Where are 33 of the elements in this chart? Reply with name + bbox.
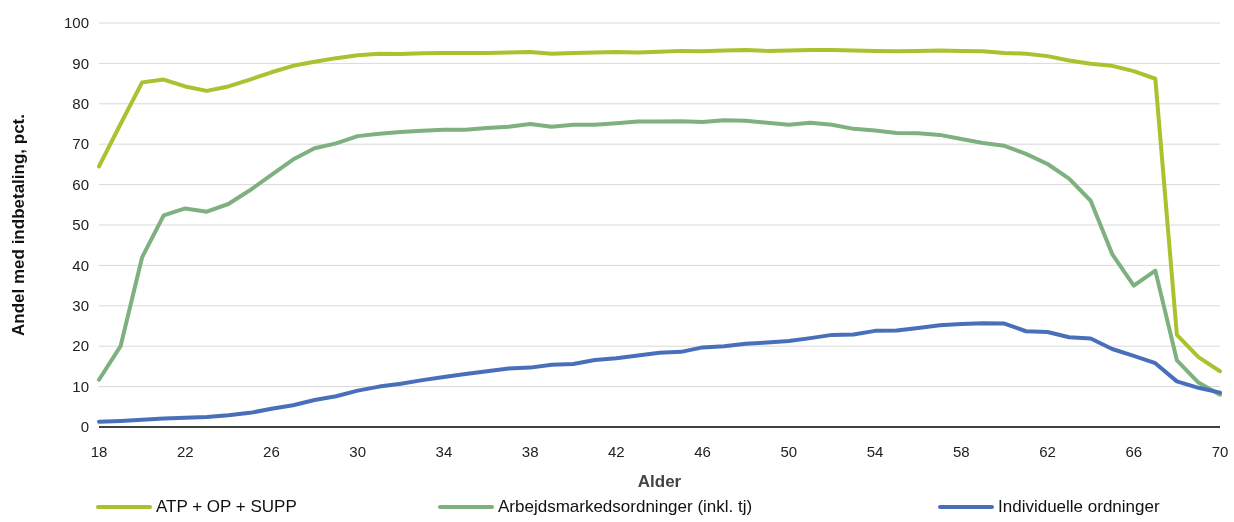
line-series <box>97 48 1222 374</box>
y-tick-label: 80 <box>72 95 89 113</box>
y-tick-label: 40 <box>72 256 89 274</box>
x-tick-label: 30 <box>349 443 367 460</box>
x-tick-label: 58 <box>952 443 970 460</box>
legend-label: ATP + OP + SUPP <box>156 497 297 516</box>
y-tick-label: 70 <box>72 135 89 153</box>
x-axis-title: Alder <box>637 472 682 491</box>
x-tick-label: 46 <box>694 443 711 460</box>
x-tick-label: 66 <box>1125 443 1143 460</box>
x-tick-label: 54 <box>866 443 884 460</box>
y-tick-label: 90 <box>72 54 89 72</box>
x-tick-label: 34 <box>435 443 453 460</box>
y-tick-label: 100 <box>63 14 89 32</box>
y-tick-label: 0 <box>80 418 89 436</box>
x-tick-label: 22 <box>176 443 194 460</box>
x-tick-label: 70 <box>1211 443 1229 460</box>
line-series <box>97 118 1222 397</box>
x-tick-label: 50 <box>780 443 798 460</box>
legend-label: Arbejdsmarkedsordninger (inkl. tj) <box>498 497 753 516</box>
legend-label: Individuelle ordninger <box>998 497 1160 516</box>
y-tick-label: 60 <box>72 175 89 193</box>
x-tick-label: 62 <box>1039 443 1056 460</box>
x-tick-label: 38 <box>521 443 539 460</box>
x-tick-label: 18 <box>90 443 108 460</box>
line-series <box>97 321 1222 424</box>
y-tick-label: 10 <box>72 377 89 395</box>
y-tick-label: 30 <box>72 297 89 315</box>
y-axis-title: Andel med indbetaling, pct. <box>9 114 28 336</box>
y-tick-label: 20 <box>72 337 89 355</box>
y-tick-label: 50 <box>72 216 89 234</box>
x-tick-label: 26 <box>263 443 280 460</box>
x-tick-label: 42 <box>608 443 625 460</box>
